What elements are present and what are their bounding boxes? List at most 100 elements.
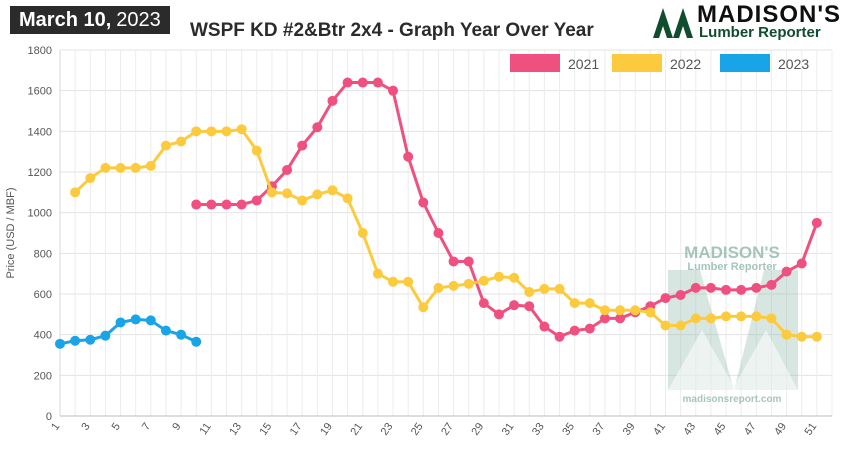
x-tick-label: 27 (439, 421, 456, 438)
data-point-2021 (357, 77, 368, 88)
data-point-2021 (569, 325, 580, 336)
data-point-2022 (145, 160, 156, 171)
data-point-2022 (297, 195, 308, 206)
data-point-2021 (493, 309, 504, 320)
data-point-2023 (55, 338, 65, 349)
data-point-2023 (100, 330, 111, 341)
data-point-2022 (524, 286, 535, 297)
data-point-2021 (403, 151, 414, 162)
series-line-2021 (196, 81, 819, 339)
y-tick-label: 800 (34, 248, 52, 260)
legend-label-2022: 2022 (670, 56, 701, 72)
logo-subtitle: Lumber Reporter (699, 24, 821, 41)
x-tick-label: 1 (49, 421, 62, 433)
date-year: 2023 (116, 8, 161, 31)
chart-title: WSPF KD #2&Btr 2x4 - Graph Year Over Yea… (190, 20, 594, 41)
data-point-2022 (327, 185, 338, 196)
data-point-2021 (554, 331, 565, 342)
data-point-2022 (675, 320, 686, 331)
data-point-2021 (236, 199, 247, 210)
data-point-2022 (796, 331, 807, 342)
data-point-2022 (690, 313, 701, 324)
logo-name: MADISON'S (697, 1, 842, 28)
x-tick-label: 39 (621, 421, 638, 438)
x-tick-label: 41 (651, 421, 668, 438)
legend-label-2023: 2023 (778, 56, 809, 72)
data-point-2022 (372, 268, 383, 279)
series-2023 (55, 314, 202, 349)
y-tick-label: 600 (34, 289, 52, 301)
watermark-subtitle: Lumber Reporter (687, 261, 777, 273)
data-point-2022 (539, 283, 550, 294)
data-point-2022 (463, 278, 474, 289)
data-point-2021 (388, 85, 399, 96)
x-tick-label: 45 (712, 421, 729, 438)
data-point-2021 (191, 199, 202, 210)
x-tick-label: 37 (591, 421, 608, 438)
data-point-2022 (236, 124, 247, 135)
data-point-2022 (266, 187, 277, 198)
x-tick-label: 13 (227, 421, 244, 438)
data-point-2021 (478, 298, 489, 309)
data-point-2022 (584, 298, 595, 309)
data-point-2021 (599, 313, 610, 324)
y-tick-label: 0 (46, 411, 52, 423)
y-tick-label: 1600 (28, 86, 52, 98)
x-tick-label: 21 (348, 421, 365, 438)
x-tick-label: 23 (379, 421, 396, 438)
data-point-2022 (312, 189, 323, 200)
data-point-2022 (130, 162, 141, 173)
data-point-2022 (448, 280, 459, 291)
x-tick-label: 51 (802, 421, 819, 438)
data-point-2021 (615, 313, 626, 324)
date-month-day: March 10, (19, 8, 112, 31)
data-point-2021 (206, 199, 217, 210)
data-point-2023 (191, 336, 202, 347)
watermark-url: madisonsreport.com (683, 394, 782, 405)
data-point-2022 (388, 276, 399, 287)
data-point-2022 (751, 311, 762, 322)
data-point-2021 (509, 300, 520, 311)
data-point-2021 (796, 258, 807, 269)
data-point-2022 (191, 126, 202, 137)
data-point-2021 (736, 284, 747, 295)
date-badge: March 10, 2023 (10, 6, 170, 34)
legend-swatch-2023 (720, 54, 770, 72)
x-tick-label: 35 (560, 421, 577, 438)
data-point-2022 (721, 311, 732, 322)
data-point-2021 (221, 199, 232, 210)
data-point-2022 (357, 228, 368, 238)
data-point-2021 (524, 301, 535, 312)
data-point-2022 (569, 298, 580, 309)
data-point-2023 (145, 315, 156, 326)
data-point-2021 (251, 195, 262, 206)
data-point-2022 (599, 305, 610, 316)
x-tick-label: 43 (681, 421, 698, 438)
legend-label-2021: 2021 (568, 56, 599, 72)
data-point-2021 (282, 164, 293, 175)
data-point-2021 (463, 256, 474, 267)
data-point-2022 (705, 313, 716, 324)
data-point-2022 (811, 331, 822, 342)
data-point-2021 (811, 217, 822, 228)
x-tick-label: 47 (742, 421, 759, 438)
watermark-peak-right (732, 330, 798, 390)
data-point-2021 (690, 282, 701, 293)
data-point-2022 (615, 305, 626, 316)
y-tick-label: 1000 (28, 208, 52, 220)
data-point-2021 (721, 284, 732, 295)
x-tick-label: 19 (318, 421, 335, 438)
data-point-2023 (70, 335, 81, 346)
data-point-2021 (766, 279, 777, 290)
data-point-2021 (327, 95, 338, 106)
x-tick-label: 3 (79, 421, 92, 433)
data-point-2022 (781, 329, 792, 340)
data-point-2021 (342, 77, 353, 88)
data-point-2021 (751, 282, 762, 293)
data-point-2021 (781, 266, 792, 277)
x-tick-label: 11 (197, 421, 213, 437)
data-point-2021 (584, 323, 595, 334)
data-point-2022 (478, 275, 489, 286)
data-point-2022 (554, 283, 565, 294)
